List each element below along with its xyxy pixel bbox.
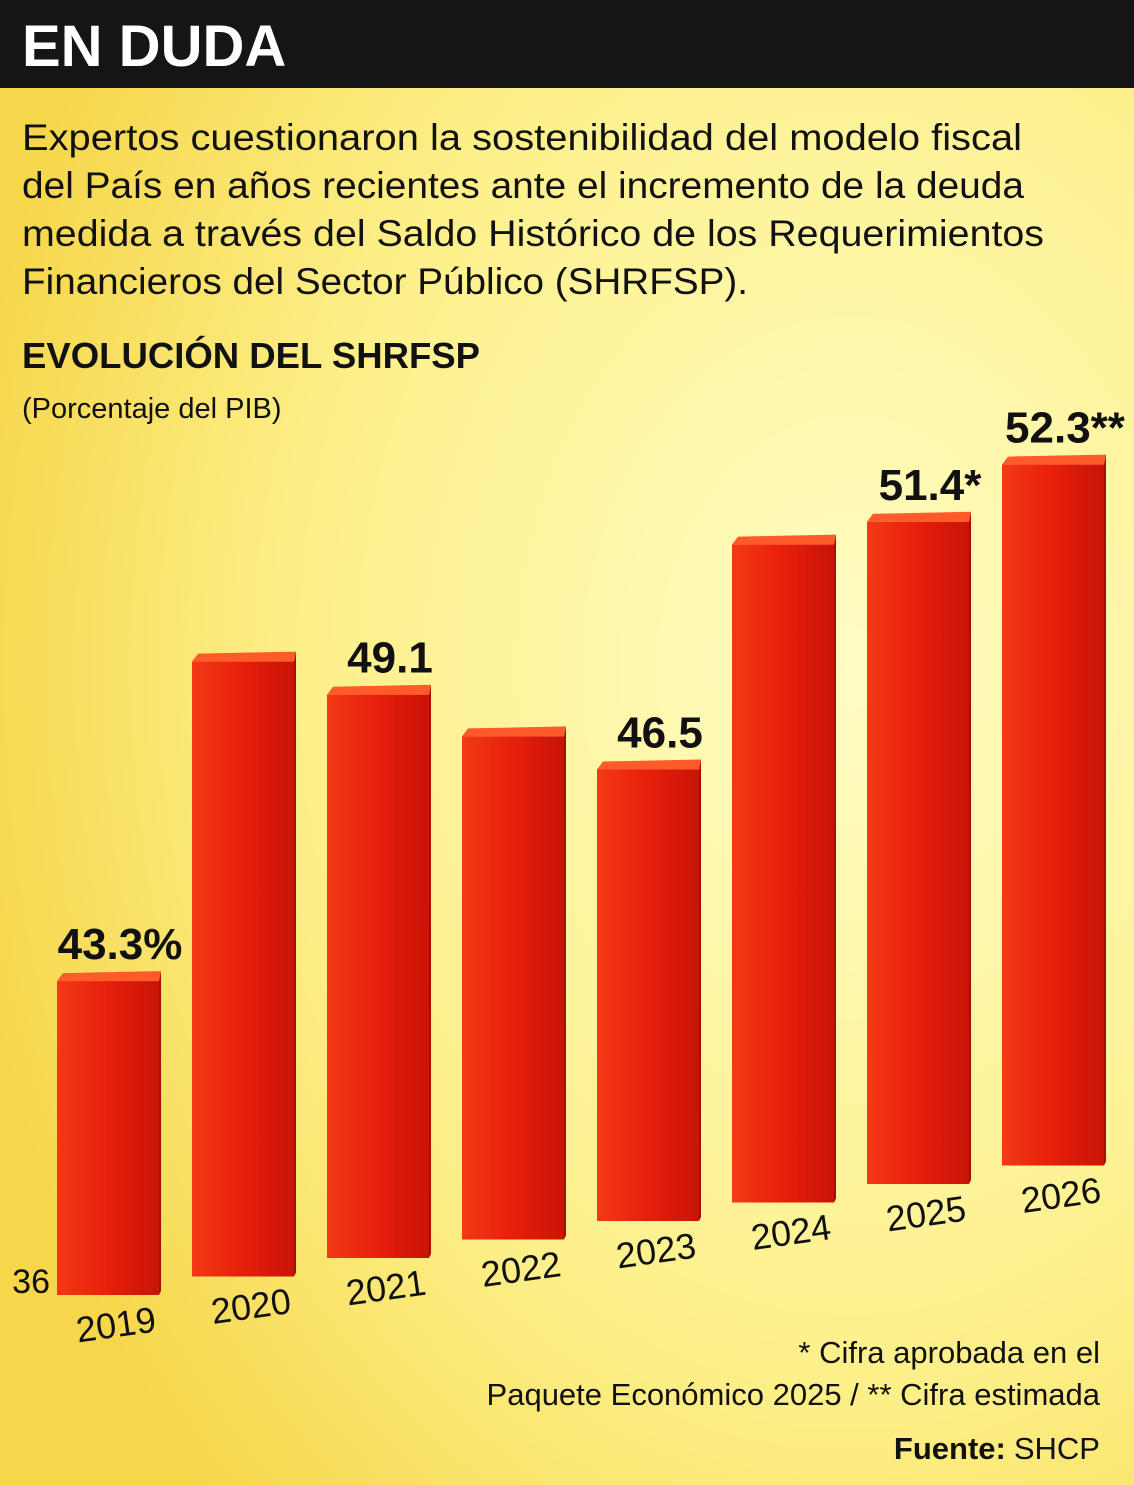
intro-line: Expertos cuestionaron la sostenibilidad … <box>22 117 1022 158</box>
bar <box>597 769 699 1221</box>
bar <box>57 981 159 1295</box>
bar-side <box>294 651 296 1277</box>
bar-side <box>564 726 566 1240</box>
source-label: Fuente: <box>894 1431 1006 1466</box>
bar-top <box>192 651 296 662</box>
value-label: 49.1 <box>347 634 433 683</box>
bar <box>462 736 564 1240</box>
bar-side <box>969 511 971 1184</box>
bar-side <box>1104 454 1106 1166</box>
source-text: SHCP <box>1014 1431 1100 1466</box>
footnote: Paquete Económico 2025 / ** Cifra estima… <box>487 1377 1101 1412</box>
intro-line: del País en años recientes ante el incre… <box>22 165 1024 206</box>
source: Fuente: SHCP <box>894 1431 1100 1466</box>
intro-line: Financieros del Sector Público (SHRFSP). <box>22 261 748 302</box>
bar <box>732 544 834 1203</box>
footnote: * Cifra aprobada en el <box>798 1335 1100 1370</box>
bar <box>1002 464 1104 1166</box>
bar-side <box>834 534 836 1203</box>
bar-top <box>1002 454 1106 465</box>
bar-top <box>462 726 566 737</box>
bar-top <box>327 684 431 695</box>
bar <box>867 521 969 1184</box>
chart-subtitle: (Porcentaje del PIB) <box>22 393 282 425</box>
intro-line: medida a través del Saldo Histórico de l… <box>22 213 1044 254</box>
bar-side <box>429 684 431 1258</box>
value-label: 51.4* <box>879 461 983 510</box>
bar-side <box>159 971 161 1295</box>
bar-top <box>732 534 836 545</box>
value-label: 52.3** <box>1005 404 1126 453</box>
y-tick-label: 36 <box>12 1263 50 1301</box>
bar-top <box>57 971 161 982</box>
chart-title: EVOLUCIÓN DEL SHRFSP <box>22 334 480 376</box>
bar-side <box>699 759 701 1221</box>
header-title: EN DUDA <box>22 14 286 79</box>
bar-top <box>597 759 701 770</box>
value-label: 43.3% <box>58 920 183 969</box>
header-bar <box>0 0 1134 88</box>
bar <box>327 694 429 1258</box>
bar <box>192 661 294 1277</box>
value-label: 46.5 <box>617 709 703 758</box>
bar-top <box>867 511 971 522</box>
